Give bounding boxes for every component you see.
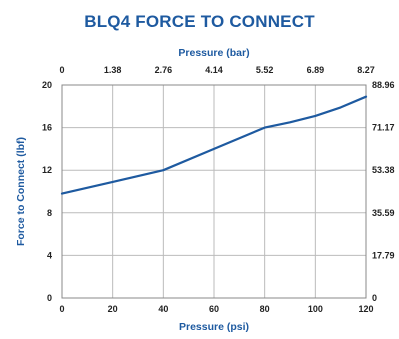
x2-tick-label: 6.89 xyxy=(307,65,325,75)
x2-tick-label: 2.76 xyxy=(155,65,173,75)
y2-tick-label: 71.17 xyxy=(372,123,395,133)
y2-tick-label: 0 xyxy=(372,293,377,303)
x-axis-label: Pressure (psi) xyxy=(179,321,249,333)
y2-tick-label: 53.38 xyxy=(372,165,395,175)
y2-tick-label: 17.79 xyxy=(372,250,395,260)
series-line xyxy=(60,95,368,195)
x2-tick-label: 0 xyxy=(59,65,64,75)
y-tick-label: 8 xyxy=(47,208,52,218)
x-axis-ticks: 0 20 40 60 80 100 120 xyxy=(59,304,373,314)
x-tick-label: 120 xyxy=(358,304,373,314)
y2-axis-ticks: 0 17.79 35.59 53.38 71.17 88.96 xyxy=(372,80,395,303)
y-tick-label: 12 xyxy=(42,165,52,175)
y-axis-label: Force to Connect (lbf) xyxy=(15,137,27,246)
plot-frame xyxy=(61,84,367,299)
x-tick-label: 60 xyxy=(209,304,219,314)
x-tick-label: 40 xyxy=(158,304,168,314)
y-tick-label: 0 xyxy=(47,293,52,303)
x-tick-label: 80 xyxy=(260,304,270,314)
y2-tick-label: 88.96 xyxy=(372,80,395,90)
chart-title: BLQ4 FORCE TO CONNECT xyxy=(84,12,315,31)
x2-tick-label: 1.38 xyxy=(104,65,122,75)
x-tick-label: 100 xyxy=(308,304,323,314)
x2-tick-label: 8.27 xyxy=(357,65,375,75)
x2-tick-label: 4.14 xyxy=(205,65,223,75)
x-tick-label: 20 xyxy=(108,304,118,314)
x2-axis-ticks: 0 1.38 2.76 4.14 5.52 6.89 8.27 xyxy=(59,65,374,75)
x-tick-label: 0 xyxy=(59,304,64,314)
x2-axis-label: Pressure (bar) xyxy=(178,47,249,59)
y-tick-label: 20 xyxy=(42,80,52,90)
y-axis-ticks: 0 4 8 12 16 20 xyxy=(42,80,52,303)
y-tick-label: 16 xyxy=(42,123,52,133)
y2-tick-label: 35.59 xyxy=(372,208,395,218)
grid xyxy=(62,85,366,298)
x2-tick-label: 5.52 xyxy=(256,65,274,75)
y-tick-label: 4 xyxy=(47,250,52,260)
